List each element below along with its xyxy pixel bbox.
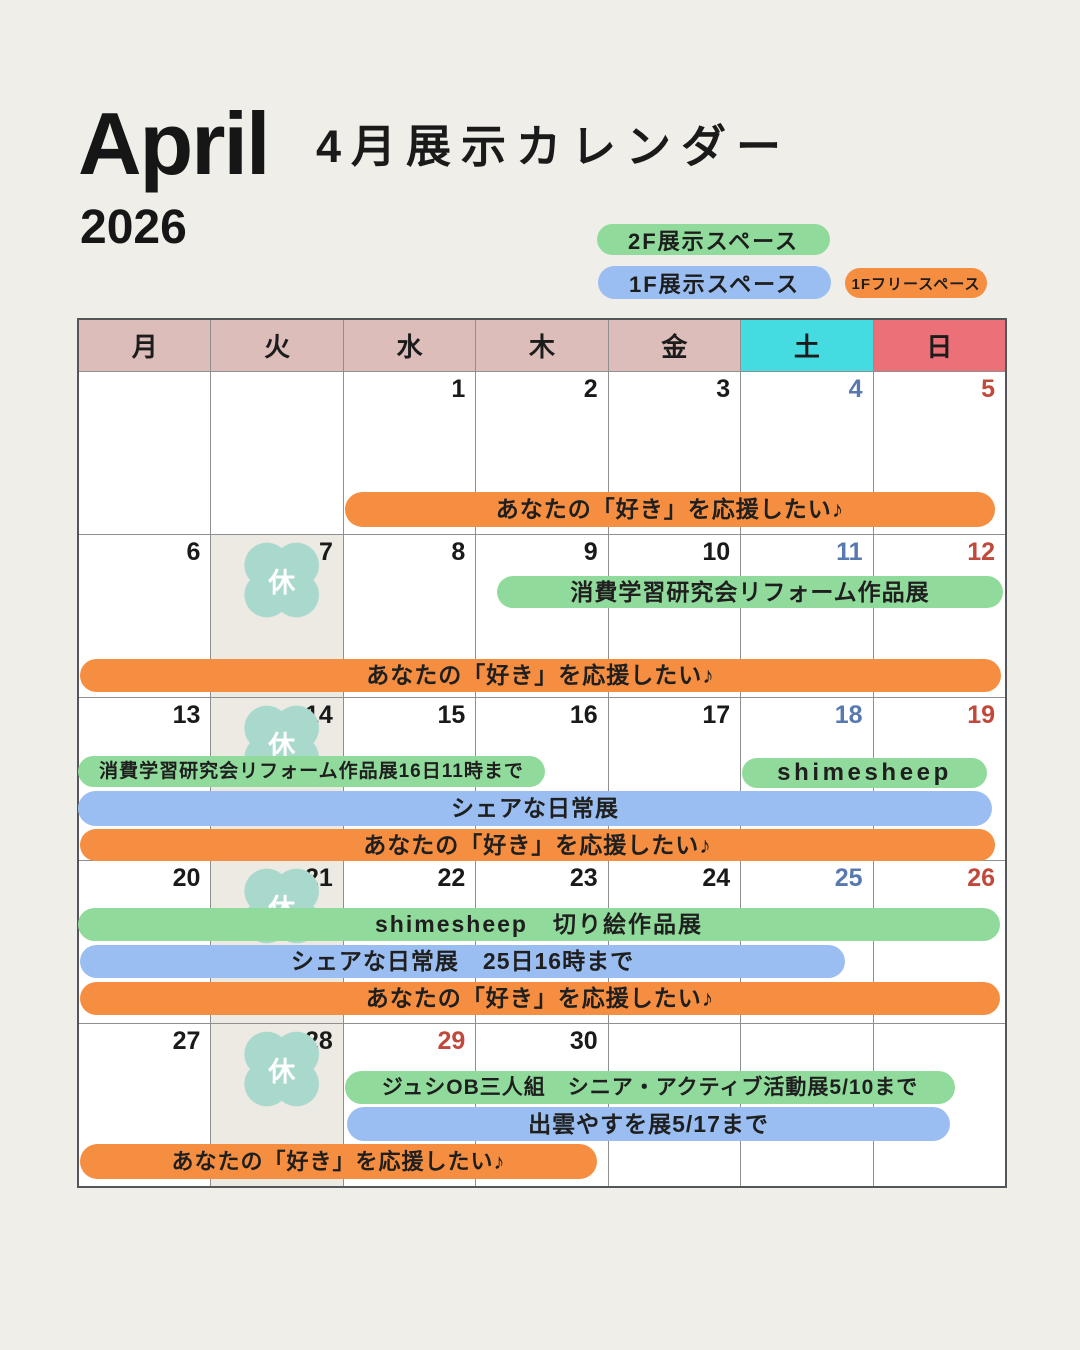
day-cell-w1-d6: 4	[741, 372, 873, 534]
legend-2f-exhibit-space: 2F展示スペース	[597, 224, 830, 255]
day-cell-w4-d4: 23	[476, 861, 608, 1023]
month-title: April	[78, 94, 270, 193]
quatrefoil-icon	[242, 1030, 321, 1108]
day-cell-w4-d6: 25	[741, 861, 873, 1023]
date-number: 7	[318, 538, 333, 566]
date-number: 2	[583, 375, 598, 403]
date-number: 29	[437, 1027, 466, 1055]
date-number: 11	[836, 538, 863, 566]
day-cell-w1-d1	[79, 372, 211, 534]
calendar-grid: 月火水木金土日1234567休891011121314休151617181920…	[79, 320, 1005, 1186]
year-label: 2026	[80, 201, 187, 254]
day-cell-w2-d6: 11	[741, 535, 873, 697]
date-number: 24	[702, 864, 731, 892]
weekday-header-weekday-月: 月	[79, 320, 211, 371]
date-number: 1	[451, 375, 466, 403]
date-number: 22	[437, 864, 466, 892]
day-cell-w5-d6	[741, 1024, 873, 1186]
day-cell-w2-d7: 12	[873, 535, 1005, 697]
date-number: 30	[569, 1027, 598, 1055]
weekday-header-weekday-金: 金	[608, 320, 741, 371]
legend-1f-exhibit-space: 1F展示スペース	[598, 266, 831, 299]
quatrefoil-icon	[242, 541, 321, 619]
closed-day-badge: 休	[242, 704, 321, 782]
calendar: 月火水木金土日1234567休891011121314休151617181920…	[77, 318, 1007, 1188]
day-cell-w4-d1: 20	[79, 861, 211, 1023]
day-cell-w4-d2: 21休	[211, 861, 343, 1023]
day-cell-w1-d3: 1	[343, 372, 476, 534]
closed-badge-label: 休	[268, 1056, 296, 1087]
day-cell-w2-d3: 8	[343, 535, 476, 697]
date-number: 9	[583, 538, 598, 566]
day-cell-w5-d7	[873, 1024, 1005, 1186]
weekday-header-weekday-火: 火	[211, 320, 343, 371]
day-cell-w1-d5: 3	[608, 372, 741, 534]
date-number: 19	[967, 701, 995, 729]
date-number: 18	[834, 701, 863, 729]
day-cell-w3-d6: 18	[741, 698, 873, 860]
page-title: 4月展示カレンダー	[316, 121, 792, 172]
closed-badge-label: 休	[268, 730, 296, 761]
day-cell-w2-d5: 10	[608, 535, 741, 697]
legend-1f-free-space: 1Fフリースペース	[845, 268, 987, 298]
day-cell-w5-d4: 30	[476, 1024, 608, 1186]
date-number: 12	[967, 538, 995, 566]
date-number: 4	[848, 375, 863, 403]
date-number: 27	[172, 1027, 201, 1055]
day-cell-w1-d4: 2	[476, 372, 608, 534]
day-cell-w3-d4: 16	[476, 698, 608, 860]
date-number: 16	[569, 701, 598, 729]
date-number: 3	[716, 375, 731, 403]
day-cell-w5-d3: 29	[343, 1024, 476, 1186]
day-cell-w3-d7: 19	[873, 698, 1005, 860]
day-cell-w4-d5: 24	[608, 861, 741, 1023]
day-cell-w5-d2: 28休	[211, 1024, 343, 1186]
weekday-header-weekday-木: 木	[476, 320, 608, 371]
closed-badge-label: 休	[268, 893, 296, 924]
day-cell-w3-d1: 13	[79, 698, 211, 860]
day-cell-w1-d7: 5	[873, 372, 1005, 534]
date-number: 17	[702, 701, 731, 729]
date-number: 23	[569, 864, 598, 892]
date-number: 15	[437, 701, 466, 729]
weekday-header-weekday-水: 水	[343, 320, 476, 371]
date-number: 5	[981, 375, 995, 403]
date-number: 8	[451, 538, 466, 566]
date-number: 25	[834, 864, 863, 892]
date-number: 26	[967, 864, 995, 892]
closed-day-badge: 休	[242, 867, 321, 945]
weekday-header-sat-土: 土	[741, 320, 873, 371]
day-cell-w2-d4: 9	[476, 535, 608, 697]
weekday-header-sun-日: 日	[873, 320, 1005, 371]
day-cell-w1-d2	[211, 372, 343, 534]
day-cell-w3-d5: 17	[608, 698, 741, 860]
date-number: 10	[702, 538, 731, 566]
day-cell-w5-d1: 27	[79, 1024, 211, 1186]
closed-badge-label: 休	[268, 567, 296, 598]
closed-day-badge: 休	[242, 541, 321, 619]
day-cell-w5-d5	[608, 1024, 741, 1186]
day-cell-w3-d2: 14休	[211, 698, 343, 860]
closed-day-badge: 休	[242, 1030, 321, 1108]
date-number: 6	[186, 538, 201, 566]
date-number: 13	[172, 701, 201, 729]
day-cell-w4-d7: 26	[873, 861, 1005, 1023]
day-cell-w3-d3: 15	[343, 698, 476, 860]
day-cell-w2-d1: 6	[79, 535, 211, 697]
date-number: 20	[172, 864, 201, 892]
day-cell-w4-d3: 22	[343, 861, 476, 1023]
